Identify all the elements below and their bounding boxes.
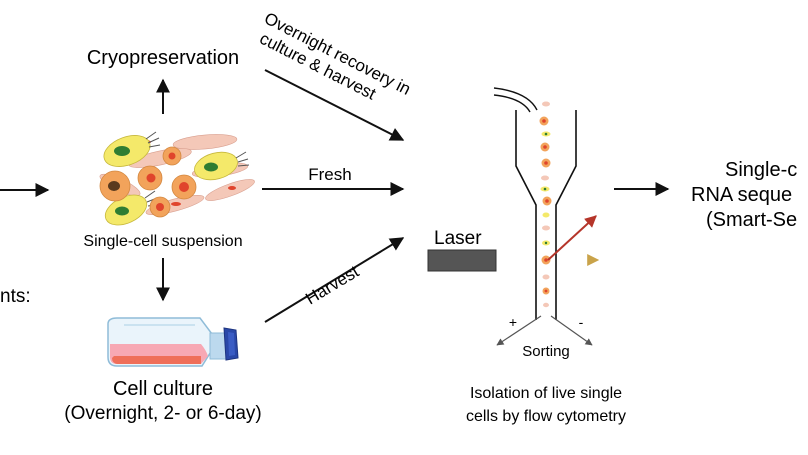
- flow-caption-line2: cells by flow cytometry: [466, 408, 626, 425]
- side-scatter-arrow: [547, 215, 597, 261]
- overnight-recovery-arrow: [264, 69, 405, 141]
- output-line1: Single-c: [725, 159, 797, 181]
- plus-label: +: [509, 314, 517, 330]
- cryopreservation-label: Cryopreservation: [87, 47, 239, 69]
- single-cell-suspension-label: Single-cell suspension: [83, 233, 242, 250]
- laser-box: [427, 249, 497, 272]
- cell-culture-title: Cell culture: [113, 378, 213, 400]
- sorting-label: Sorting: [522, 343, 570, 360]
- minus-label: -: [579, 314, 584, 330]
- culture-flask: [107, 317, 239, 367]
- left-fragment-label: nts:: [0, 286, 31, 307]
- harvest-label: Harvest: [302, 262, 362, 309]
- output-line2: RNA seque: [691, 184, 792, 206]
- cell-cluster: [99, 131, 255, 226]
- harvest-arrow: [264, 237, 405, 323]
- cell-culture-subtitle: (Overnight, 2- or 6-day): [64, 403, 261, 424]
- flow-caption-line1: Isolation of live single: [470, 385, 622, 402]
- laser-label: Laser: [434, 228, 482, 249]
- output-line3: (Smart-Se: [706, 209, 797, 231]
- fresh-label: Fresh: [308, 165, 351, 184]
- flow-cytometer: [493, 87, 593, 346]
